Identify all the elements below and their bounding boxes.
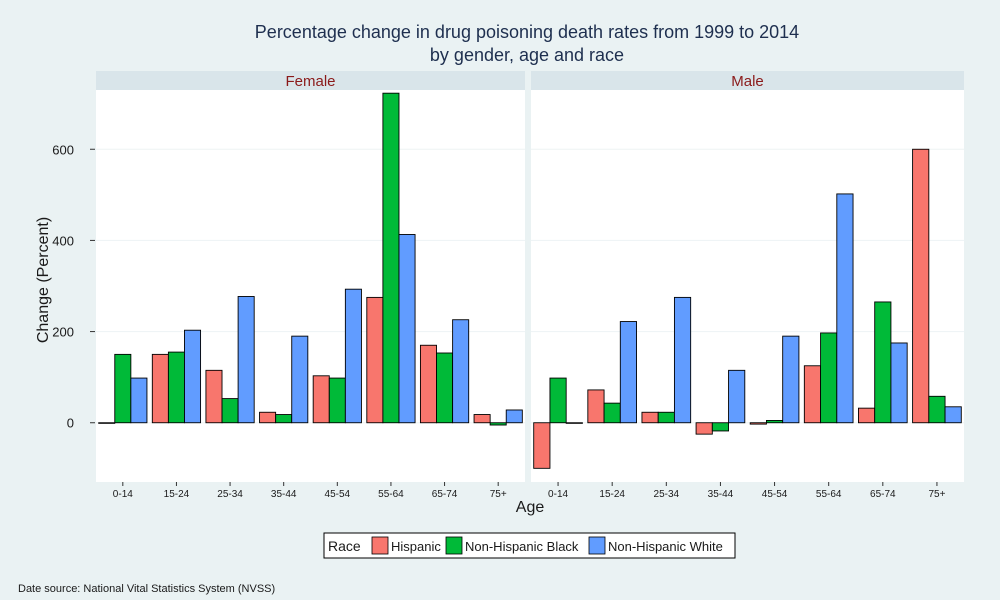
bar-female-non-hispanic-black-0-14 — [114, 353, 132, 424]
chart-title-line-2: by gender, age and race — [430, 45, 624, 65]
legend-key-hispanic — [371, 536, 389, 555]
x-tick-label-male-25-34: 25-34 — [654, 489, 680, 500]
bar-male-non-hispanic-white-55-64 — [836, 193, 854, 424]
y-axis-title: Change (Percent) — [35, 217, 52, 343]
bar-male-non-hispanic-white-35-44 — [728, 369, 746, 424]
facet-panels: 0 200 400 600 Female 0-14 15-24 25-34 35-44 45-54… — [52, 71, 964, 500]
bar-female-non-hispanic-white-15-24 — [184, 329, 202, 424]
bar-female-non-hispanic-black-35-44 — [275, 414, 293, 424]
legend-label-hispanic: Hispanic — [391, 539, 441, 554]
bar-female-non-hispanic-white-75 — [505, 409, 523, 424]
bar-female-non-hispanic-white-25-34 — [237, 296, 255, 424]
bar-male-non-hispanic-black-0-14 — [549, 377, 567, 424]
bar-female-non-hispanic-black-75 — [489, 422, 507, 426]
bar-female-hispanic-25-34 — [205, 369, 223, 424]
chart-title-line-1: Percentage change in drug poisoning deat… — [255, 22, 799, 42]
bar-male-hispanic-65-74 — [858, 407, 876, 424]
panel-strip-label-female: Female — [285, 73, 335, 90]
bar-female-non-hispanic-white-65-74 — [452, 319, 470, 424]
x-tick-label-female-55-64: 55-64 — [378, 489, 404, 500]
x-tick-label-male-0-14: 0-14 — [548, 489, 568, 500]
x-tick-label-male-45-54: 45-54 — [762, 489, 788, 500]
legend-box — [323, 532, 736, 559]
bar-male-hispanic-75 — [912, 148, 930, 424]
bar-male-non-hispanic-black-75 — [928, 395, 946, 424]
x-tick-label-female-75: 75+ — [490, 489, 507, 500]
bar-female-non-hispanic-black-25-34 — [221, 398, 239, 424]
bar-female-hispanic-75 — [473, 414, 491, 424]
bar-female-non-hispanic-black-55-64 — [382, 92, 400, 424]
bar-female-hispanic-0-14 — [98, 422, 116, 424]
panel-strip-female — [96, 71, 525, 90]
legend-label-non-hispanic-black: Non-Hispanic Black — [465, 539, 579, 554]
x-tick-label-female-45-54: 45-54 — [325, 489, 351, 500]
legend-key-non-hispanic-black — [445, 536, 463, 555]
bar-male-non-hispanic-black-45-54 — [765, 420, 784, 424]
x-tick-label-female-65-74: 65-74 — [432, 489, 458, 500]
bar-male-non-hispanic-white-15-24 — [619, 321, 637, 424]
legend-title: Race — [328, 538, 361, 554]
bar-male-hispanic-15-24 — [587, 389, 605, 424]
bar-male-non-hispanic-black-55-64 — [820, 332, 838, 424]
bar-male-non-hispanic-white-75 — [944, 406, 962, 424]
legend-label-non-hispanic-white: Non-Hispanic White — [608, 539, 723, 554]
bar-female-hispanic-15-24 — [151, 353, 169, 424]
x-tick-label-male-65-74: 65-74 — [870, 489, 896, 500]
x-tick-label-male-55-64: 55-64 — [816, 489, 842, 500]
legend-key-non-hispanic-white — [588, 536, 606, 555]
bar-male-non-hispanic-white-45-54 — [782, 335, 800, 424]
source-note: Date source: National Vital Statistics S… — [18, 583, 275, 595]
x-tick-label-female-35-44: 35-44 — [271, 489, 297, 500]
bar-male-hispanic-25-34 — [641, 411, 659, 424]
bar-female-non-hispanic-black-65-74 — [436, 352, 454, 424]
bar-male-non-hispanic-white-65-74 — [890, 342, 908, 424]
x-tick-label-female-15-24: 15-24 — [164, 489, 190, 500]
bar-male-hispanic-35-44 — [695, 422, 713, 435]
bar-male-non-hispanic-white-0-14 — [565, 422, 583, 424]
y-tick-label-600: 600 — [52, 142, 74, 157]
bar-male-non-hispanic-white-25-34 — [673, 296, 692, 424]
bar-male-non-hispanic-black-35-44 — [711, 422, 730, 432]
bar-male-hispanic-45-54 — [749, 422, 767, 425]
y-tick-label-200: 200 — [52, 325, 74, 340]
bar-female-non-hispanic-black-45-54 — [328, 377, 346, 424]
bar-male-non-hispanic-black-25-34 — [657, 411, 675, 424]
bar-female-non-hispanic-white-35-44 — [291, 335, 309, 424]
x-tick-label-male-75: 75+ — [928, 489, 945, 500]
x-tick-label-female-0-14: 0-14 — [113, 489, 133, 500]
bar-male-non-hispanic-black-65-74 — [874, 301, 892, 424]
x-tick-label-male-15-24: 15-24 — [599, 489, 625, 500]
bar-female-hispanic-45-54 — [312, 375, 330, 424]
bar-female-hispanic-55-64 — [366, 296, 384, 424]
bar-female-non-hispanic-white-55-64 — [398, 234, 416, 424]
bar-male-hispanic-55-64 — [803, 365, 822, 424]
y-tick-label-0: 0 — [67, 416, 74, 431]
bar-male-hispanic-0-14 — [533, 422, 551, 469]
bar-female-hispanic-65-74 — [419, 344, 437, 424]
bar-male-non-hispanic-black-15-24 — [603, 402, 621, 424]
panel-strip-label-male: Male — [731, 73, 764, 90]
x-tick-label-female-25-34: 25-34 — [217, 489, 243, 500]
x-axis-title: Age — [516, 499, 545, 516]
panel-strip-male — [531, 71, 964, 90]
bar-female-non-hispanic-black-15-24 — [167, 351, 185, 424]
bar-female-non-hispanic-white-0-14 — [130, 377, 148, 424]
y-tick-label-400: 400 — [52, 233, 74, 248]
x-tick-label-male-35-44: 35-44 — [708, 489, 734, 500]
bar-female-hispanic-35-44 — [259, 411, 277, 424]
legend: Race Hispanic Non-Hispanic Black Non-His… — [323, 532, 736, 559]
bar-female-non-hispanic-white-45-54 — [344, 288, 362, 424]
